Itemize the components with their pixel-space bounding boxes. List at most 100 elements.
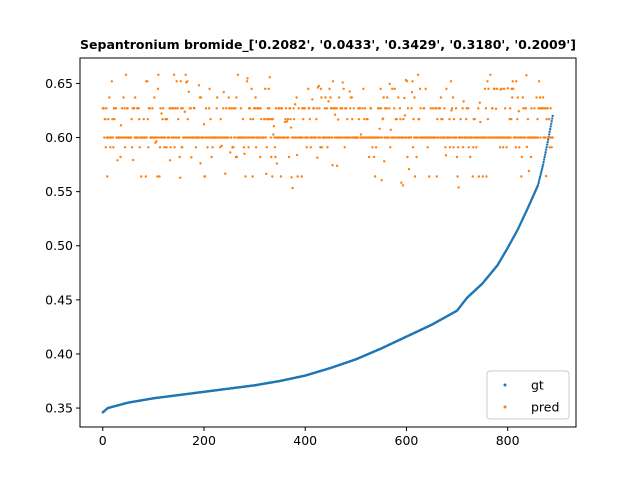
pred-point: [305, 146, 308, 149]
pred-point: [502, 87, 506, 91]
pred-point: [130, 117, 133, 121]
pred-point: [186, 117, 189, 121]
pred-point: [413, 96, 416, 99]
pred-point: [411, 146, 415, 149]
pred-point: [271, 175, 274, 178]
gt-point: [549, 125, 552, 128]
pred-point: [155, 140, 158, 143]
pred-point: [426, 146, 429, 149]
pred-point: [311, 98, 314, 101]
pred-point: [173, 146, 176, 149]
pred-point: [148, 107, 152, 110]
pred-point: [132, 107, 136, 110]
pred-point: [203, 175, 207, 178]
pred-point: [544, 174, 548, 178]
pred-point: [153, 96, 156, 99]
legend: gt pred: [486, 370, 570, 420]
pred-point: [515, 80, 518, 83]
pred-point: [232, 146, 235, 149]
pred-point: [137, 107, 140, 110]
pred-point: [174, 107, 177, 110]
pred-point: [268, 107, 271, 110]
pred-point: [123, 146, 127, 149]
pred-point: [475, 146, 478, 149]
pred-point: [230, 107, 234, 110]
pred-point: [120, 107, 124, 110]
pred-point: [403, 96, 406, 100]
pred-point: [109, 146, 112, 149]
pred-point: [445, 87, 448, 91]
pred-point: [428, 175, 431, 178]
pred-point: [249, 117, 252, 121]
pred-point: [326, 146, 329, 149]
legend-marker: [503, 383, 507, 387]
pred-point: [511, 80, 514, 83]
pred-point: [494, 107, 498, 110]
pred-point: [405, 136, 408, 139]
pred-point: [493, 87, 496, 91]
pred-point: [536, 136, 540, 139]
pred-point: [348, 136, 351, 139]
pred-point: [160, 112, 163, 115]
pred-point: [178, 136, 181, 139]
pred-point: [181, 146, 184, 149]
pred-point: [253, 136, 256, 139]
pred-point: [434, 136, 437, 139]
pred-point: [290, 176, 293, 179]
pred-point: [359, 133, 363, 136]
pred-point: [450, 107, 454, 110]
pred-point: [478, 101, 482, 104]
pred-point: [547, 117, 551, 121]
pred-point: [225, 107, 228, 110]
pred-point: [398, 107, 402, 110]
pred-point: [535, 96, 538, 99]
pred-point: [538, 96, 542, 99]
pred-point: [189, 107, 193, 110]
pred-point: [448, 146, 452, 149]
pred-point: [530, 107, 533, 110]
pred-point: [330, 107, 333, 110]
pred-point: [363, 117, 366, 121]
pred-point: [389, 146, 392, 149]
pred-point: [315, 107, 319, 110]
pred-point: [264, 87, 267, 91]
pred-point: [451, 96, 455, 99]
pred-point: [491, 107, 494, 110]
pred-point: [155, 136, 159, 139]
x-tick-label: 200: [192, 433, 216, 448]
pred-point: [158, 146, 162, 149]
pred-point: [284, 117, 287, 121]
gt-point: [540, 169, 543, 172]
pred-point: [393, 87, 397, 91]
pred-point: [295, 153, 299, 157]
pred-point: [378, 136, 382, 139]
pred-point: [498, 146, 502, 149]
pred-point: [316, 156, 319, 159]
x-axis: 0 200 400 600 800: [99, 427, 520, 448]
pred-point: [487, 87, 490, 91]
pred-point: [222, 90, 225, 94]
pred-point: [333, 113, 337, 116]
pred-point: [287, 155, 291, 159]
pred-point: [516, 96, 519, 99]
pred-point: [388, 82, 391, 86]
y-tick-label: 0.35: [45, 401, 73, 416]
pred-point: [503, 107, 507, 110]
pred-point: [525, 74, 528, 77]
pred-point: [222, 107, 225, 110]
pred-point: [258, 136, 261, 139]
pred-point: [259, 107, 262, 110]
pred-point: [346, 117, 349, 121]
pred-point: [292, 107, 295, 110]
pred-point: [464, 117, 468, 121]
pred-point: [275, 162, 279, 165]
pred-point: [331, 164, 334, 167]
gt-point: [545, 145, 548, 149]
pred-point: [363, 107, 367, 110]
pred-point: [416, 73, 420, 76]
pred-point: [219, 146, 222, 149]
pred-point: [111, 117, 114, 121]
pred-point: [357, 117, 361, 121]
pred-point: [443, 136, 447, 139]
y-tick-label: 0.65: [45, 76, 73, 91]
